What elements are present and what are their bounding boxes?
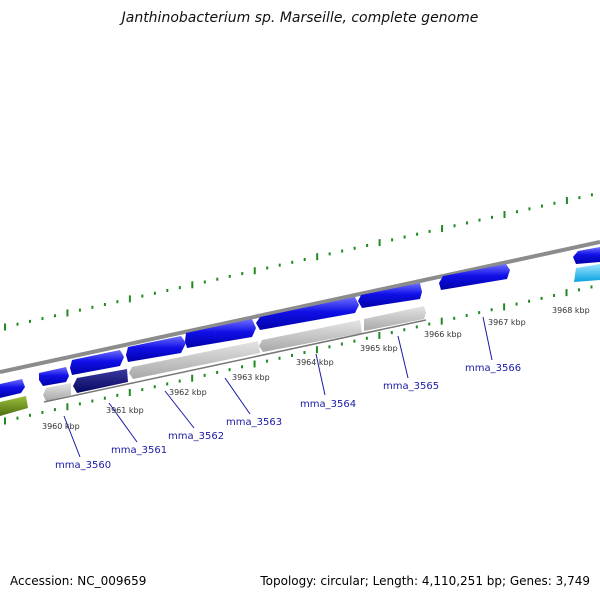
- gene-label[interactable]: mma_3565: [383, 381, 439, 392]
- gene-arrow[interactable]: [256, 297, 359, 330]
- gene-label-leaders: [63, 316, 493, 458]
- gene-arrow[interactable]: [126, 336, 186, 362]
- outer-tick-ring: [4, 193, 593, 331]
- leader-line: [108, 402, 138, 443]
- gene-arrow-gray[interactable]: [364, 306, 426, 331]
- kbp-label: 3960 kbp: [42, 422, 80, 431]
- gene-arrow[interactable]: [70, 350, 124, 375]
- gene-arrow[interactable]: [39, 367, 69, 386]
- map-title: Janthinobacterium sp. Marseille, complet…: [121, 10, 479, 26]
- accession-text: Accession: NC_009659: [10, 574, 147, 588]
- inner-tick-ring: [4, 285, 593, 425]
- gene-label[interactable]: mma_3561: [111, 445, 167, 456]
- gene-arrow-gray[interactable]: [129, 341, 260, 379]
- reverse-strand-line: [43, 319, 427, 403]
- leader-line: [63, 415, 81, 458]
- leader-line: [397, 335, 409, 379]
- gene-label[interactable]: mma_3564: [300, 399, 356, 410]
- kbp-label: 3965 kbp: [360, 344, 398, 353]
- gene-arrow[interactable]: [0, 379, 25, 398]
- leader-line: [315, 353, 326, 396]
- genome-summary: Topology: circular; Length: 4,110,251 bp…: [260, 574, 590, 588]
- leader-line: [482, 316, 493, 361]
- gene-arrow-navy[interactable]: [73, 369, 128, 393]
- kbp-label: 3963 kbp: [232, 373, 270, 382]
- gene-labels: mma_3560 mma_3561 mma_3562 mma_3563 mma_…: [55, 363, 521, 471]
- gene-arrow[interactable]: [573, 247, 600, 264]
- kbp-labels: 3960 kbp 3961 kbp 3962 kbp 3963 kbp 3964…: [42, 306, 590, 431]
- gene-arrow[interactable]: [185, 319, 256, 348]
- gene-label[interactable]: mma_3562: [168, 431, 224, 442]
- gene-label[interactable]: mma_3566: [465, 363, 521, 374]
- kbp-label: 3967 kbp: [488, 318, 526, 327]
- forward-strand-genes: [0, 247, 600, 398]
- kbp-label: 3968 kbp: [552, 306, 590, 315]
- reverse-strand-genes: [0, 306, 426, 416]
- genome-backbone: [0, 240, 600, 374]
- gene-arrow-gray[interactable]: [259, 320, 362, 352]
- gene-arrow-cyan[interactable]: [574, 264, 600, 282]
- gene-arrow[interactable]: [358, 283, 422, 308]
- gene-label[interactable]: mma_3563: [226, 417, 282, 428]
- leader-line: [164, 390, 195, 429]
- gene-arrow-olive[interactable]: [0, 396, 28, 416]
- kbp-label: 3962 kbp: [169, 388, 207, 397]
- kbp-label: 3961 kbp: [106, 406, 144, 415]
- gene-arrow-gray[interactable]: [43, 383, 71, 401]
- kbp-label: 3966 kbp: [424, 330, 462, 339]
- gene-label[interactable]: mma_3560: [55, 460, 111, 471]
- leader-line: [224, 377, 251, 415]
- gene-arrow[interactable]: [439, 264, 510, 290]
- kbp-label: 3964 kbp: [296, 358, 334, 367]
